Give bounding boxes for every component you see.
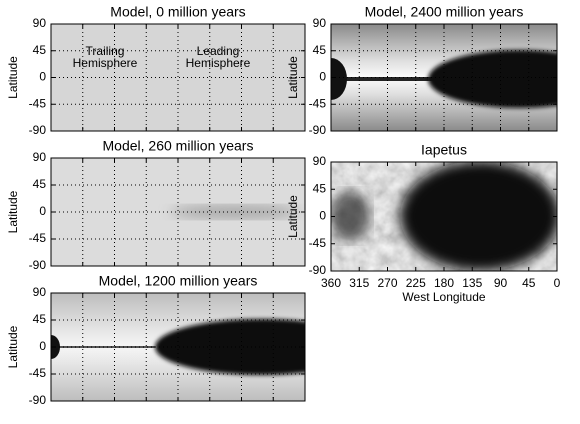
y-axis-label: Latitude bbox=[286, 56, 300, 99]
y-tick-label: -45 bbox=[29, 96, 47, 110]
y-tick-label: -45 bbox=[29, 366, 47, 380]
x-tick-label: 270 bbox=[377, 276, 397, 290]
x-tick-label: 315 bbox=[349, 276, 369, 290]
y-axis-label: Latitude bbox=[6, 56, 20, 99]
iapetus-image bbox=[331, 162, 557, 271]
y-tick-label: 90 bbox=[33, 285, 47, 299]
y-tick-label: 45 bbox=[313, 43, 327, 57]
annotation: Hemisphere bbox=[186, 56, 251, 70]
y-axis-label: Latitude bbox=[6, 325, 20, 368]
y-tick-label: 90 bbox=[33, 16, 47, 30]
panel-title: Model, 1200 million years bbox=[99, 273, 258, 289]
x-tick-label: 45 bbox=[522, 276, 536, 290]
annotation: Hemisphere bbox=[73, 56, 138, 70]
x-tick-label: 90 bbox=[494, 276, 508, 290]
panel-title: Model, 2400 million years bbox=[365, 4, 524, 20]
x-tick-label: 360 bbox=[321, 276, 341, 290]
y-tick-label: 90 bbox=[33, 150, 47, 164]
y-tick-label: -90 bbox=[29, 123, 47, 137]
plot-frame bbox=[330, 23, 558, 132]
y-axis-label: Latitude bbox=[6, 190, 20, 233]
y-tick-label: 90 bbox=[313, 16, 327, 30]
y-tick-label: 0 bbox=[319, 70, 326, 84]
x-tick-label: 225 bbox=[406, 276, 426, 290]
x-tick-label: 180 bbox=[434, 276, 454, 290]
y-tick-label: 0 bbox=[39, 70, 46, 84]
y-tick-label: -90 bbox=[309, 263, 327, 277]
plot-frame bbox=[330, 161, 558, 272]
y-tick-label: 90 bbox=[313, 154, 327, 168]
y-tick-label: 0 bbox=[39, 204, 46, 218]
x-axis-label: West Longitude bbox=[402, 290, 485, 304]
y-axis-label: Latitude bbox=[286, 195, 300, 238]
model-image bbox=[51, 158, 305, 266]
y-tick-label: -45 bbox=[29, 231, 47, 245]
x-tick-label: 0 bbox=[554, 276, 561, 290]
panel-title: Model, 0 million years bbox=[110, 4, 245, 20]
plot-frame bbox=[50, 292, 306, 402]
y-tick-label: -90 bbox=[309, 123, 327, 137]
plot-frame bbox=[50, 157, 306, 267]
panel-title: Model, 260 million years bbox=[103, 138, 254, 154]
y-tick-label: 0 bbox=[39, 339, 46, 353]
model-image bbox=[51, 293, 305, 401]
y-tick-label: 45 bbox=[33, 312, 47, 326]
plot-frame bbox=[50, 23, 306, 132]
y-tick-label: 45 bbox=[33, 43, 47, 57]
y-tick-label: 0 bbox=[319, 209, 326, 223]
y-tick-label: -45 bbox=[309, 236, 327, 250]
y-tick-label: -90 bbox=[29, 393, 47, 407]
panel-title: Iapetus bbox=[421, 142, 467, 158]
y-tick-label: 45 bbox=[33, 177, 47, 191]
y-tick-label: -90 bbox=[29, 258, 47, 272]
annotation: Trailing bbox=[86, 44, 125, 58]
y-tick-label: 45 bbox=[313, 181, 327, 195]
model-image bbox=[51, 24, 305, 131]
x-tick-label: 135 bbox=[462, 276, 482, 290]
annotation: Leading bbox=[197, 44, 240, 58]
y-tick-label: -45 bbox=[309, 96, 327, 110]
